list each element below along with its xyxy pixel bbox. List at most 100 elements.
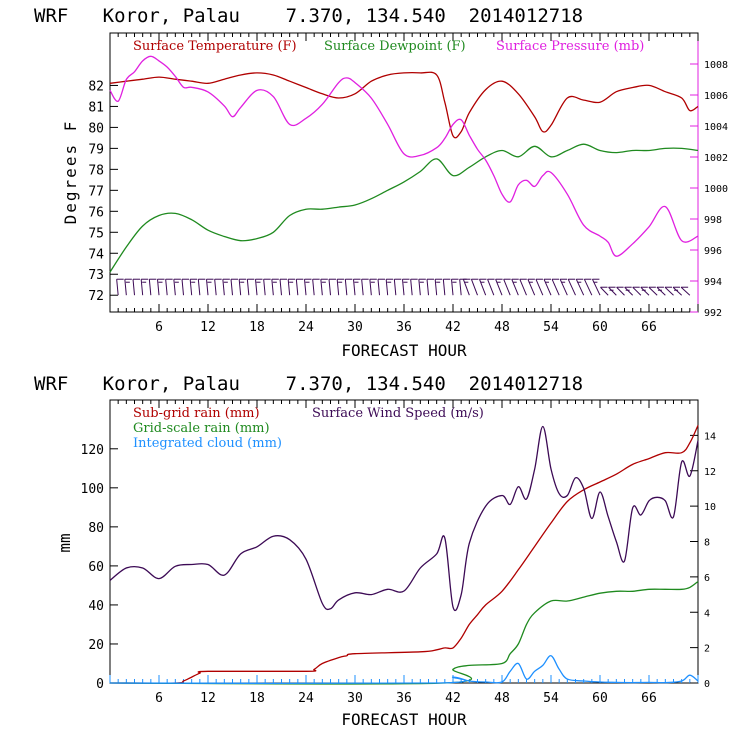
y-tick-label: 75 — [88, 226, 104, 241]
y-tick-label: 81 — [88, 100, 104, 115]
bottom-x-tick-labels: 6 12 18 24 30 36 42 48 54 60 66 — [155, 691, 657, 706]
x-tick-label: 30 — [347, 691, 363, 706]
wind-barb-staff — [181, 279, 184, 296]
y2-tick-label: 14 — [704, 431, 716, 442]
wind-barb-staff — [165, 279, 168, 296]
y-tick-label: 76 — [88, 205, 104, 220]
wind-barb-staff — [559, 279, 568, 296]
top-panel-title: WRF Koror, Palau 7.370, 134.540 20140127… — [34, 5, 583, 27]
legend-dewpoint: Surface Dewpoint (F) — [324, 39, 466, 54]
wind-barb-staff — [664, 286, 674, 296]
y2-tick-label: 6 — [704, 573, 710, 584]
wind-barb-staff — [214, 279, 217, 296]
wind-barb-staff — [479, 279, 487, 296]
wind-barb-staff — [344, 279, 348, 296]
wind-barb-staff — [418, 279, 421, 296]
wind-barb-staff — [470, 279, 478, 296]
wind-barb-staff — [632, 286, 642, 296]
x-tick-label: 60 — [592, 320, 608, 335]
legend-wind-speed: Surface Wind Speed (m/s) — [312, 406, 484, 421]
bottom-y-axis-label: mm — [55, 533, 74, 552]
wind-barb-staff — [535, 279, 544, 296]
wind-barb-staff — [116, 279, 119, 296]
wind-barb-staff — [487, 279, 495, 296]
wind-barb-staff — [157, 279, 160, 296]
top-plot-frame — [109, 32, 699, 313]
wind-barb-staff — [173, 279, 176, 296]
y2-tick-label: 10 — [704, 502, 716, 513]
x-tick-label: 42 — [445, 691, 461, 706]
x-tick-label: 48 — [494, 320, 510, 335]
wind-barb-staff — [495, 279, 503, 296]
y2-tick-label: 2 — [704, 644, 710, 655]
wind-barb-staff — [197, 279, 201, 296]
y-tick-label: 77 — [88, 184, 104, 199]
wind-barb-staff — [263, 279, 266, 296]
y-tick-label: 78 — [88, 163, 104, 178]
wind-barb-staff — [304, 279, 307, 296]
x-tick-label: 18 — [249, 320, 265, 335]
top-x-tick-labels: 6 12 18 24 30 36 42 48 54 60 66 — [155, 320, 657, 335]
y-tick-label: 72 — [88, 289, 104, 304]
y-tick-label: 80 — [88, 521, 104, 536]
y-tick-label: 60 — [88, 560, 104, 575]
wind-barb-staff — [616, 286, 625, 296]
wind-barb-staff — [591, 279, 601, 296]
legend-pressure: Surface Pressure (mb) — [496, 39, 644, 54]
y-tick-label: 120 — [81, 443, 104, 458]
y-tick-label: 74 — [88, 247, 104, 262]
wind-barb-staff — [543, 279, 552, 296]
top-pressure-tick-labels: 992 994 996 998 1000 1002 1004 1006 1008 — [704, 60, 728, 319]
wind-barb-staff — [279, 279, 282, 296]
wind-barb-staff — [361, 279, 364, 296]
y2-tick-label: 1000 — [704, 184, 728, 195]
y-tick-label: 80 — [88, 121, 104, 136]
wind-barb-staff — [353, 279, 356, 296]
x-tick-label: 18 — [249, 691, 265, 706]
legend-subgrid-rain: Sub-grid rain (mm) — [133, 406, 260, 421]
x-tick-label: 36 — [396, 691, 412, 706]
wind-barb-staff — [140, 279, 144, 296]
top-legend: Surface Temperature (F) Surface Dewpoint… — [133, 39, 644, 54]
y-tick-label: 82 — [88, 79, 104, 94]
wind-barb-staff — [672, 286, 683, 296]
bottom-x-axis-label: FORECAST HOUR — [341, 710, 467, 729]
legend-grid-rain: Grid-scale rain (mm) — [133, 421, 270, 436]
temperature-panel: WRF Koror, Palau 7.370, 134.540 20140127… — [34, 5, 728, 360]
wind-barb-staff — [132, 279, 135, 296]
x-tick-label: 24 — [298, 320, 314, 335]
x-tick-label: 12 — [200, 320, 216, 335]
x-tick-label: 54 — [543, 691, 559, 706]
wind-barb-staff — [238, 279, 242, 296]
wind-barb-staff — [511, 279, 519, 296]
wind-barb-staff — [451, 279, 454, 296]
wind-barb-staff — [434, 279, 438, 296]
y-tick-label: 20 — [88, 638, 104, 653]
wind-barb-staff — [148, 279, 152, 296]
y2-tick-label: 1002 — [704, 153, 728, 164]
y2-tick-label: 996 — [704, 246, 722, 257]
bottom-legend: Sub-grid rain (mm) Surface Wind Speed (m… — [133, 406, 484, 451]
wind-barb-staff — [385, 279, 389, 296]
y2-tick-label: 8 — [704, 538, 710, 549]
x-tick-label: 42 — [445, 320, 461, 335]
wind-barb-staff — [624, 286, 634, 296]
top-y-axis-label: Degrees F — [61, 120, 80, 225]
wind-barb-staff — [222, 279, 225, 296]
wind-barb-staff — [459, 279, 462, 296]
rain-panel: WRF Koror, Palau 7.370, 134.540 20140127… — [34, 373, 716, 729]
wind-barb-staff — [312, 279, 315, 296]
top-x-axis-label: FORECAST HOUR — [341, 341, 467, 360]
wind-barb-staff — [426, 279, 429, 296]
y2-tick-label: 12 — [704, 467, 716, 478]
wind-barb-staff — [648, 286, 658, 296]
wind-barb-staff — [377, 279, 380, 296]
y2-tick-label: 994 — [704, 277, 722, 288]
wind-barb-staff — [206, 279, 209, 296]
wind-barb-staff — [287, 279, 291, 296]
wind-barb-staff — [551, 279, 560, 296]
wind-barb-staff — [320, 279, 323, 296]
series-line-4 — [109, 425, 699, 612]
series-line-2 — [109, 143, 699, 273]
wind-barb-staff — [519, 279, 527, 296]
